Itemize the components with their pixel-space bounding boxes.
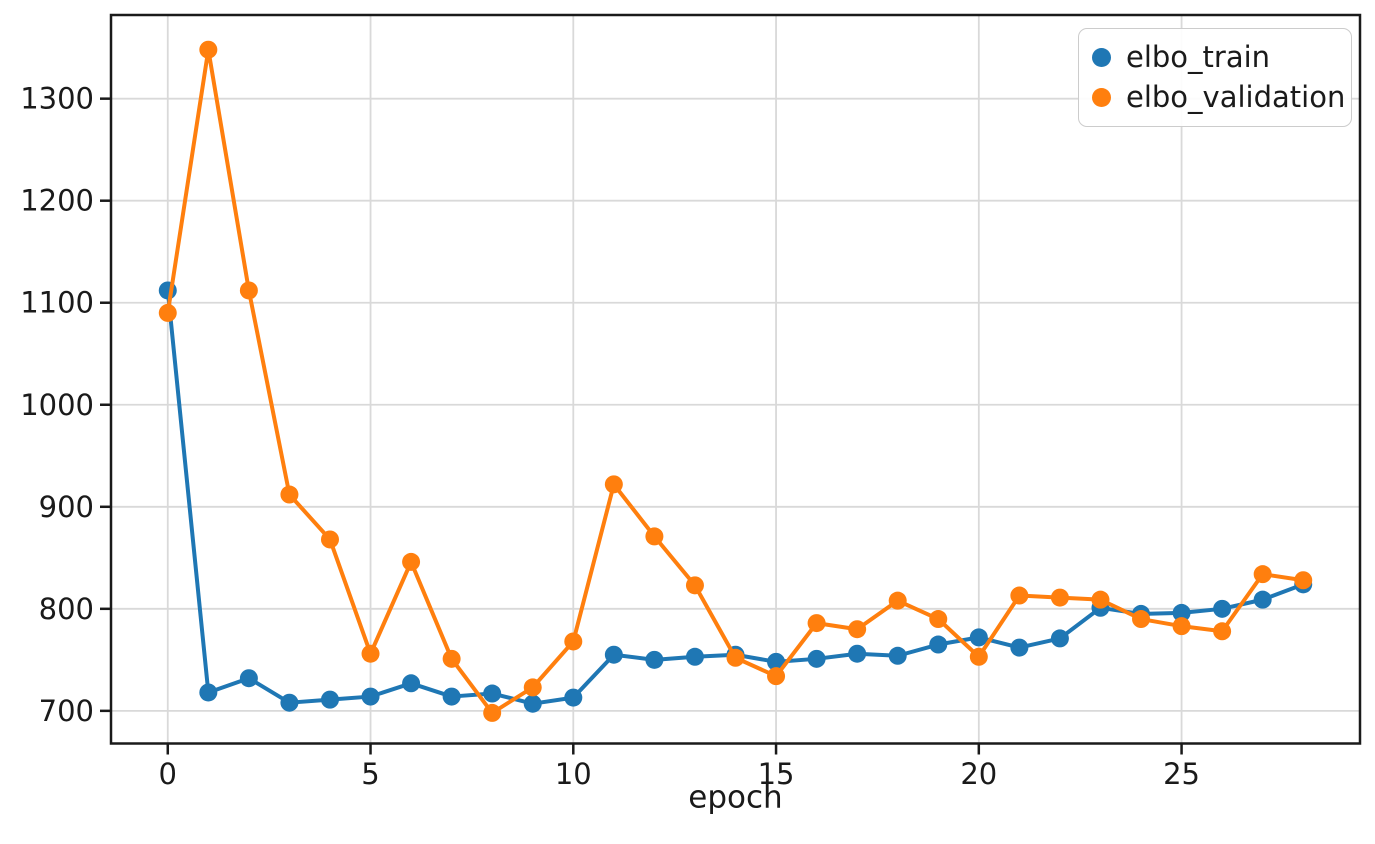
elbo-train-marker-icon (1092, 47, 1111, 67)
marker-elbo_train-25 (1172, 603, 1191, 622)
marker-elbo_train-10 (564, 688, 583, 707)
x-axis-label: epoch (688, 780, 782, 816)
marker-elbo_train-15 (767, 652, 786, 671)
marker-elbo_validation-9 (523, 678, 542, 697)
marker-elbo_validation-16 (807, 614, 826, 633)
marker-elbo_validation-25 (1172, 617, 1191, 636)
marker-elbo_train-11 (604, 645, 623, 664)
series-elbo_train (158, 281, 1313, 713)
y-tick-label-1100: 1100 (20, 286, 94, 320)
marker-elbo_train-19 (929, 635, 948, 654)
series-line-elbo_validation (165, 47, 1306, 715)
y-tick-label-1000: 1000 (20, 388, 94, 422)
marker-elbo_train-8 (483, 684, 502, 703)
marker-elbo_train-4 (320, 690, 339, 709)
legend-label-elbo-train: elbo_train (1126, 39, 1271, 74)
marker-elbo_train-13 (685, 647, 704, 666)
marker-elbo_validation-21 (1010, 586, 1029, 605)
marker-elbo_validation-23 (1091, 590, 1110, 609)
marker-elbo_train-22 (1050, 629, 1069, 648)
marker-elbo_train-6 (402, 674, 421, 693)
marker-elbo_validation-14 (726, 648, 745, 667)
marker-elbo_validation-1 (199, 40, 218, 59)
marker-elbo_train-21 (1010, 638, 1029, 657)
marker-elbo_validation-11 (604, 475, 623, 494)
marker-elbo_validation-12 (645, 527, 664, 546)
marker-elbo_validation-28 (1294, 571, 1313, 590)
x-tick-label-0: 0 (159, 757, 177, 791)
marker-elbo_validation-20 (969, 647, 988, 666)
x-tick-label-20: 20 (960, 757, 997, 791)
marker-elbo_train-12 (645, 650, 664, 669)
y-tick-label-700: 700 (39, 694, 94, 728)
y-tick-label-1200: 1200 (20, 184, 94, 218)
axes: 0 5 10 15 20 25 700 800 900 1000 1100 1200 1300 (20, 82, 1200, 791)
marker-elbo_validation-19 (929, 610, 948, 629)
legend-item-elbo-train: elbo_train (1079, 39, 1351, 74)
marker-elbo_validation-15 (767, 667, 786, 686)
marker-elbo_train-26 (1213, 599, 1232, 618)
marker-elbo_validation-17 (848, 620, 867, 639)
marker-elbo_validation-10 (564, 632, 583, 651)
marker-elbo_validation-18 (888, 591, 907, 610)
x-tick-label-25: 25 (1163, 757, 1200, 791)
marker-elbo_validation-13 (685, 576, 704, 595)
marker-elbo_validation-2 (239, 281, 258, 300)
y-tick-label-800: 800 (39, 592, 94, 626)
marker-elbo_validation-27 (1253, 565, 1272, 584)
marker-elbo_validation-22 (1050, 588, 1069, 607)
marker-elbo_validation-5 (361, 644, 380, 663)
legend: elbo_train elbo_validation (1078, 28, 1352, 127)
marker-elbo_train-27 (1253, 590, 1272, 609)
series-elbo_validation (158, 40, 1313, 722)
marker-elbo_validation-4 (320, 530, 339, 549)
marker-elbo_train-7 (442, 687, 461, 706)
marker-elbo_validation-3 (280, 485, 299, 504)
y-tick-label-1300: 1300 (20, 82, 94, 116)
elbo-validation-marker-icon (1092, 88, 1111, 108)
marker-elbo_train-2 (239, 669, 258, 688)
marker-elbo_validation-0 (158, 303, 177, 322)
marker-elbo_train-3 (280, 693, 299, 712)
legend-item-elbo-validation: elbo_validation (1079, 83, 1351, 112)
marker-elbo_train-5 (361, 687, 380, 706)
series-line-elbo_train (165, 288, 1306, 706)
marker-elbo_train-20 (969, 628, 988, 647)
x-tick-label-15: 15 (758, 757, 795, 791)
plot-border (109, 13, 1362, 745)
legend-label-elbo-validation: elbo_validation (1126, 80, 1346, 115)
marker-elbo_train-16 (807, 649, 826, 668)
marker-elbo_validation-7 (442, 649, 461, 668)
marker-elbo_validation-24 (1132, 610, 1151, 629)
x-tick-label-10: 10 (555, 757, 592, 791)
marker-elbo_train-9 (523, 694, 542, 713)
marker-elbo_validation-26 (1213, 622, 1232, 641)
marker-elbo_validation-6 (402, 552, 421, 571)
marker-elbo_train-1 (199, 683, 218, 702)
x-tick-label-5: 5 (361, 757, 379, 791)
marker-elbo_validation-8 (483, 703, 502, 722)
y-tick-label-900: 900 (39, 490, 94, 524)
marker-elbo_train-17 (848, 644, 867, 663)
marker-elbo_train-18 (888, 646, 907, 665)
